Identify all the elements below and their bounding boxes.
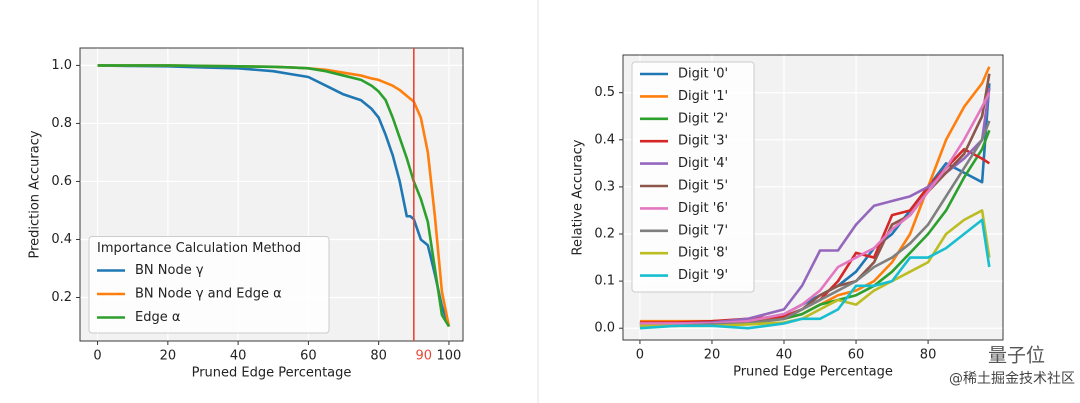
legend-label: Edge α	[135, 310, 180, 325]
legend-label: Digit '8'	[678, 246, 728, 261]
x-tick-label: 20	[160, 349, 177, 364]
plot-frame	[79, 47, 464, 342]
legend-label: Digit '7'	[678, 223, 728, 238]
x-tick-label: 0	[93, 349, 101, 364]
x-tick-label: 20	[704, 348, 721, 363]
reference-label: 90	[416, 349, 433, 364]
watermark: @稀土掘金技术社区	[949, 371, 1075, 387]
legend-box	[88, 236, 330, 334]
y-tick-label: 0.5	[594, 85, 615, 100]
legend-label: Digit '3'	[678, 134, 728, 149]
x-tick-label: 80	[370, 349, 387, 364]
x-tick-label: 60	[848, 348, 865, 363]
series-line	[97, 64, 451, 327]
x-tick-label: 100	[437, 349, 462, 364]
y-axis-label: Relative Accuracy	[571, 139, 586, 255]
y-tick-label: 0.0	[594, 321, 615, 336]
y-tick-label: 0.2	[51, 290, 72, 305]
x-axis-label: Pruned Edge Percentage	[733, 365, 893, 380]
y-tick-label: 0.3	[594, 179, 615, 194]
series-line	[639, 92, 991, 325]
x-tick-label: 40	[776, 348, 793, 363]
legend-label: Digit '9'	[678, 268, 728, 283]
x-tick-label: 60	[300, 349, 317, 364]
y-tick-label: 0.6	[51, 174, 72, 189]
legend-title: Importance Calculation Method	[97, 241, 301, 256]
series-line	[97, 64, 451, 328]
x-tick-label: 80	[920, 348, 937, 363]
series-line	[639, 218, 991, 330]
legend-label: Digit '0'	[678, 67, 728, 82]
series-line	[639, 209, 991, 328]
x-axis-label: Pruned Edge Percentage	[192, 366, 352, 381]
legend-label: Digit '4'	[678, 156, 728, 171]
legend-label: Digit '5'	[678, 179, 728, 194]
legend-label: BN Node γ	[135, 263, 204, 278]
legend-label: Digit '1'	[678, 89, 728, 104]
plot-frame	[622, 54, 1004, 341]
y-tick-label: 0.1	[594, 274, 615, 289]
x-tick-label: 40	[230, 349, 247, 364]
legend-label: BN Node γ and Edge α	[135, 287, 282, 302]
y-axis-label: Prediction Accuracy	[28, 130, 43, 258]
x-tick-label: 0	[636, 348, 644, 363]
y-tick-label: 1.0	[51, 58, 72, 73]
y-tick-label: 0.8	[51, 116, 72, 131]
legend-label: Digit '6'	[678, 201, 728, 216]
y-tick-label: 0.4	[51, 232, 72, 247]
y-tick-label: 0.4	[594, 132, 615, 147]
legend-label: Digit '2'	[678, 111, 728, 126]
y-tick-label: 0.2	[594, 227, 615, 242]
watermark: 量子位	[988, 345, 1045, 367]
